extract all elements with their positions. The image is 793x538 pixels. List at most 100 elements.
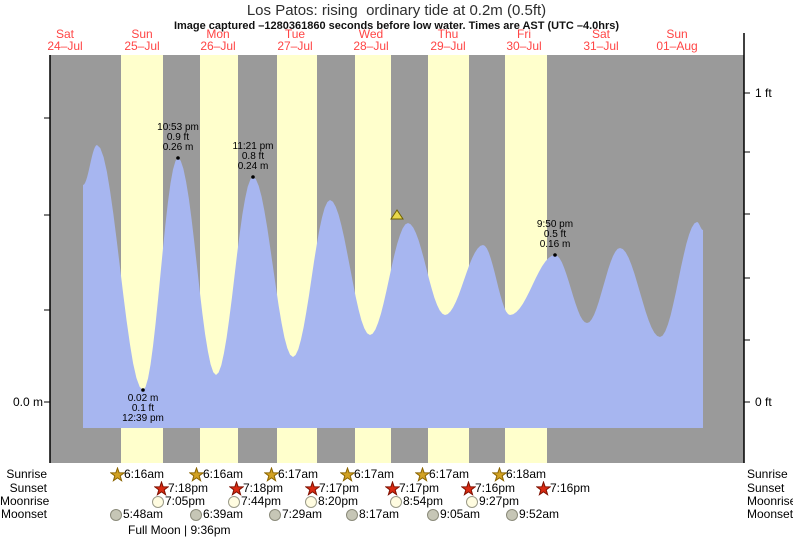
day-weekday: Sun <box>666 27 688 41</box>
y-axis-label-feet: 0 ft <box>755 395 772 409</box>
day-weekday: Wed <box>358 27 384 41</box>
sunset-icon <box>536 481 551 496</box>
moonset-time: 7:29am <box>282 507 323 521</box>
moonrise-time: 7:05pm <box>165 494 206 508</box>
day-weekday: Sun <box>131 27 153 41</box>
sunrise-icon <box>110 467 125 482</box>
moonrise-icon <box>228 496 240 508</box>
sunset-icon <box>229 481 244 496</box>
tide-annotation-line: 0.24 m <box>237 161 269 172</box>
sunset-time: 7:17pm <box>319 481 360 495</box>
tide-annotation-line: 12:39 pm <box>122 413 164 424</box>
page-title: Los Patos: rising ordinary tide at 0.2m … <box>246 2 547 19</box>
daylight-band <box>355 55 391 463</box>
moonset-time: 9:05am <box>440 507 481 521</box>
sunrise-icon <box>340 467 355 482</box>
day-date: 31–Jul <box>583 39 619 53</box>
sunrise-icon <box>189 467 204 482</box>
tide-annotation-line: 0.02 m <box>127 393 159 404</box>
sunset-time: 7:18pm <box>243 481 284 495</box>
daylight-band <box>200 55 238 463</box>
day-date: 24–Jul <box>47 39 83 53</box>
day-label: Wed 28–Jul <box>331 28 411 52</box>
sunset-icon <box>461 481 476 496</box>
moonrise-time: 9:27pm <box>479 494 520 508</box>
sunrise-time: 6:17am <box>429 467 470 481</box>
day-date: 26–Jul <box>200 39 236 53</box>
moonrise-time: 8:54pm <box>403 494 444 508</box>
sunrise-icon <box>189 467 204 482</box>
day-label: Sun 25–Jul <box>102 28 182 52</box>
tide-annotation: 10:53 pm 0.9 ft 0.26 m <box>136 123 220 153</box>
sunset-icon <box>154 481 169 496</box>
tide-annotation-line: 0.5 ft <box>543 229 567 240</box>
sunset-icon <box>385 481 400 496</box>
chart-subtitle: Image captured –1280361860 seconds befor… <box>173 20 620 32</box>
daylight-band <box>428 55 469 463</box>
tide-annotation-line: 10:53 pm <box>157 122 199 133</box>
sunset-icon <box>154 481 169 496</box>
sunrise-time: 6:16am <box>203 467 244 481</box>
day-label: Sat 31–Jul <box>561 28 641 52</box>
sunset-icon <box>536 481 551 496</box>
sunset-icon <box>305 481 320 496</box>
day-date: 30–Jul <box>506 39 542 53</box>
day-weekday: Fri <box>517 27 531 41</box>
day-label: Mon 26–Jul <box>178 28 258 52</box>
sunset-icon <box>461 481 476 496</box>
day-label: Fri 30–Jul <box>484 28 564 52</box>
sunset-time: 7:17pm <box>399 481 440 495</box>
sunrise-icon <box>264 467 279 482</box>
sunset-time: 7:16pm <box>475 481 516 495</box>
moonset-row-label-left: Moonset <box>0 507 47 521</box>
moonset-icon <box>110 509 122 521</box>
full-moon-note: Full Moon | 9:36pm <box>128 523 231 537</box>
sunset-time: 7:16pm <box>550 481 591 495</box>
sunset-time: 7:18pm <box>168 481 209 495</box>
moonrise-time: 8:20pm <box>318 494 359 508</box>
y-axis-label-meters: 0.0 m <box>12 395 43 409</box>
day-date: 28–Jul <box>353 39 389 53</box>
moonrise-time: 7:44pm <box>241 494 282 508</box>
sunrise-icon <box>340 467 355 482</box>
moonset-time: 5:48am <box>123 507 164 521</box>
day-label: Tue 27–Jul <box>255 28 335 52</box>
daylight-band <box>505 55 547 463</box>
moonset-time: 9:52am <box>519 507 560 521</box>
sunset-icon <box>305 481 320 496</box>
sunrise-icon <box>110 467 125 482</box>
daylight-band <box>277 55 317 463</box>
day-weekday: Sat <box>591 27 610 41</box>
day-label: Sat 24–Jul <box>25 28 105 52</box>
moonset-time: 8:17am <box>359 507 400 521</box>
sunrise-row-label-right: Sunrise <box>747 467 788 481</box>
sunset-icon <box>385 481 400 496</box>
day-weekday: Tue <box>284 27 306 41</box>
tide-annotation: 11:21 pm 0.8 ft 0.24 m <box>211 142 295 172</box>
day-date: 01–Aug <box>656 39 698 53</box>
tide-annotation-line: 0.26 m <box>162 142 194 153</box>
day-weekday: Sat <box>55 27 74 41</box>
tide-annotation-line: 0.9 ft <box>166 132 190 143</box>
moonrise-icon <box>152 496 164 508</box>
moonset-icon <box>190 509 202 521</box>
moonrise-icon <box>305 496 317 508</box>
tide-annotation-line: 0.1 ft <box>131 403 155 414</box>
sunset-row-label-right: Sunset <box>747 481 785 495</box>
moonset-icon <box>427 509 439 521</box>
tide-annotation: 0.02 m 0.1 ft 12:39 pm <box>101 394 185 424</box>
sunrise-row-label-left: Sunrise <box>6 467 47 481</box>
moonrise-row-label-right: Moonrise <box>747 494 793 508</box>
day-date: 29–Jul <box>430 39 466 53</box>
sunrise-icon <box>492 467 507 482</box>
sunrise-time: 6:17am <box>278 467 319 481</box>
sunrise-icon <box>264 467 279 482</box>
moonset-icon <box>506 509 518 521</box>
day-weekday: Thu <box>437 27 459 41</box>
day-weekday: Mon <box>206 27 230 41</box>
sunrise-time: 6:17am <box>354 467 395 481</box>
moonset-row-label-right: Moonset <box>747 507 793 521</box>
y-axis-label-feet: 1 ft <box>755 86 772 100</box>
tide-annotation: 9:50 pm 0.5 ft 0.16 m <box>513 220 597 250</box>
